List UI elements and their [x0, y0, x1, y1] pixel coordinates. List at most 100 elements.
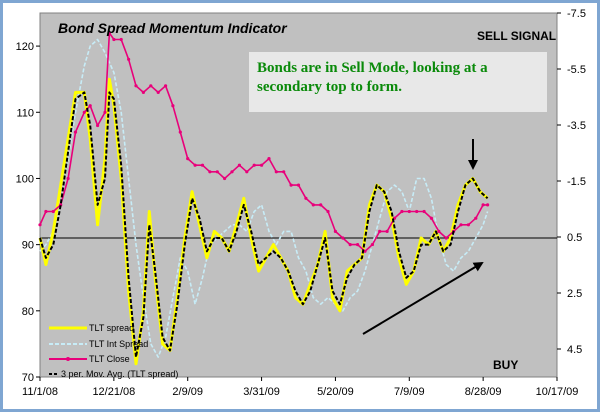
tlt-close-point: [208, 170, 212, 174]
mov-avg-line: [39, 91, 489, 359]
x-tick-label: 11/1/08: [22, 386, 58, 398]
tlt-close-point: [282, 170, 286, 174]
tlt-close-point: [156, 90, 160, 94]
x-tick-label: 8/28/09: [465, 386, 502, 398]
series-layer: [38, 31, 490, 366]
tlt-close-point: [407, 209, 411, 214]
tlt-close-point: [171, 104, 175, 108]
x-axis: 11/1/08 12/21/08 2/9/09 3/31/09 5/20/09 7/9/0…: [22, 377, 578, 398]
x-tick-label: 10/17/09: [536, 386, 579, 398]
tlt-close-point: [311, 203, 315, 207]
tlt-close-point: [127, 57, 131, 61]
left-tick-label: 110: [16, 107, 34, 119]
tlt-close-point: [267, 157, 271, 161]
tlt-close-point: [289, 183, 293, 187]
tlt-close-point: [459, 223, 463, 227]
tlt-close-point: [223, 176, 227, 181]
x-tick-label: 2/9/09: [172, 386, 203, 398]
tlt-close-point: [66, 176, 70, 181]
tlt-close-point: [237, 163, 241, 167]
uptrend-arrow: [362, 261, 484, 335]
tlt-close-point: [141, 90, 145, 94]
tlt-close-point: [422, 209, 426, 214]
tlt-close-point: [481, 203, 485, 207]
legend-label-tlt-close: TLT Close: [89, 354, 130, 364]
x-tick-label: 12/21/08: [92, 386, 135, 398]
tlt-close-point: [164, 84, 168, 88]
legend-label-mov-avg: 3 per. Mov. Avg. (TLT spread): [61, 369, 178, 379]
right-tick-label: -7.5: [567, 8, 586, 20]
tlt-close-point: [51, 209, 55, 214]
tlt-close-point: [437, 229, 441, 233]
tlt-close-point: [326, 209, 330, 214]
left-tick-label: 100: [16, 173, 34, 185]
tlt-close-point: [274, 170, 278, 174]
tlt-close-point: [215, 170, 219, 174]
note-line-1: Bonds are in Sell Mode, looking at a: [257, 60, 488, 76]
tlt-close-point: [134, 84, 138, 88]
tlt-close-point: [88, 104, 92, 108]
tlt-close-point: [348, 243, 352, 247]
note-line-2: secondary top to form.: [257, 79, 402, 95]
tlt-close-point: [429, 216, 433, 220]
legend-marker-tlt-close: [66, 357, 70, 361]
tlt-close-point: [200, 163, 205, 167]
tlt-close-point: [370, 243, 374, 247]
right-tick-label: 0.5: [567, 232, 582, 244]
tlt-close-point: [260, 163, 264, 167]
tlt-close-point: [149, 84, 153, 88]
right-tick-label: 4.5: [567, 344, 582, 356]
right-axis: -7.5 -5.5 -3.5 -1.5 0.5 2.5 4.5: [557, 8, 586, 356]
tlt-close-point: [119, 37, 123, 42]
tlt-close-point: [296, 183, 301, 187]
right-tick-label: -3.5: [567, 120, 586, 132]
tlt-close-point: [385, 229, 389, 233]
tlt-close-point: [486, 203, 490, 207]
left-tick-label: 70: [22, 372, 34, 384]
sell-signal-label: SELL SIGNAL: [477, 29, 556, 43]
tlt-close-point: [378, 229, 382, 233]
left-tick-label: 120: [16, 41, 34, 53]
tlt-close-point: [245, 170, 249, 174]
tlt-close-point: [193, 163, 197, 167]
tlt-close-point: [415, 209, 419, 214]
tlt-close-point: [319, 203, 323, 207]
tlt-close-point: [444, 236, 448, 240]
tlt-close-point: [112, 37, 116, 42]
right-tick-label: -1.5: [567, 176, 586, 188]
x-tick-label: 7/9/09: [394, 386, 425, 398]
chart-title: Bond Spread Momentum Indicator: [58, 20, 288, 36]
left-axis: 70 80 90 100 110 120: [16, 41, 40, 384]
x-tick-label: 3/31/09: [243, 386, 280, 398]
tlt-close-point: [38, 223, 42, 227]
tlt-close-point: [466, 223, 470, 227]
tlt-close-point: [44, 209, 48, 214]
note-box: [249, 52, 547, 112]
tlt-close-point: [304, 196, 308, 200]
tlt-int-spread-line: [39, 38, 489, 358]
tlt-close-point: [474, 216, 478, 220]
tlt-close-point: [333, 229, 337, 233]
tlt-close-point: [73, 130, 78, 134]
tlt-close-point: [356, 243, 360, 247]
tlt-close-point: [363, 249, 367, 253]
tlt-close-point: [186, 157, 190, 161]
tlt-close-point: [103, 110, 107, 114]
left-tick-label: 90: [22, 240, 34, 252]
tlt-close-point: [96, 123, 100, 128]
x-tick-label: 5/20/09: [317, 386, 354, 398]
tlt-close-point: [107, 31, 111, 35]
right-tick-label: -5.5: [567, 64, 586, 76]
left-tick-label: 80: [22, 306, 34, 318]
tlt-close-point: [230, 170, 234, 174]
tlt-close-point: [178, 130, 182, 134]
tlt-close-point: [82, 110, 86, 114]
legend-label-tlt-spread: TLT spread: [89, 323, 134, 333]
tlt-close-point: [341, 236, 345, 240]
tlt-spread-line: [38, 77, 489, 366]
chart-svg: 70 80 90 100 110 120 -7.5 -5.5 -3.5 -1.5 0.5 2.5 4.…: [16, 8, 586, 398]
buy-label: BUY: [493, 358, 518, 372]
legend-label-tlt-int-spread: TLT Int Spread: [89, 339, 148, 349]
right-tick-label: 2.5: [567, 288, 582, 300]
